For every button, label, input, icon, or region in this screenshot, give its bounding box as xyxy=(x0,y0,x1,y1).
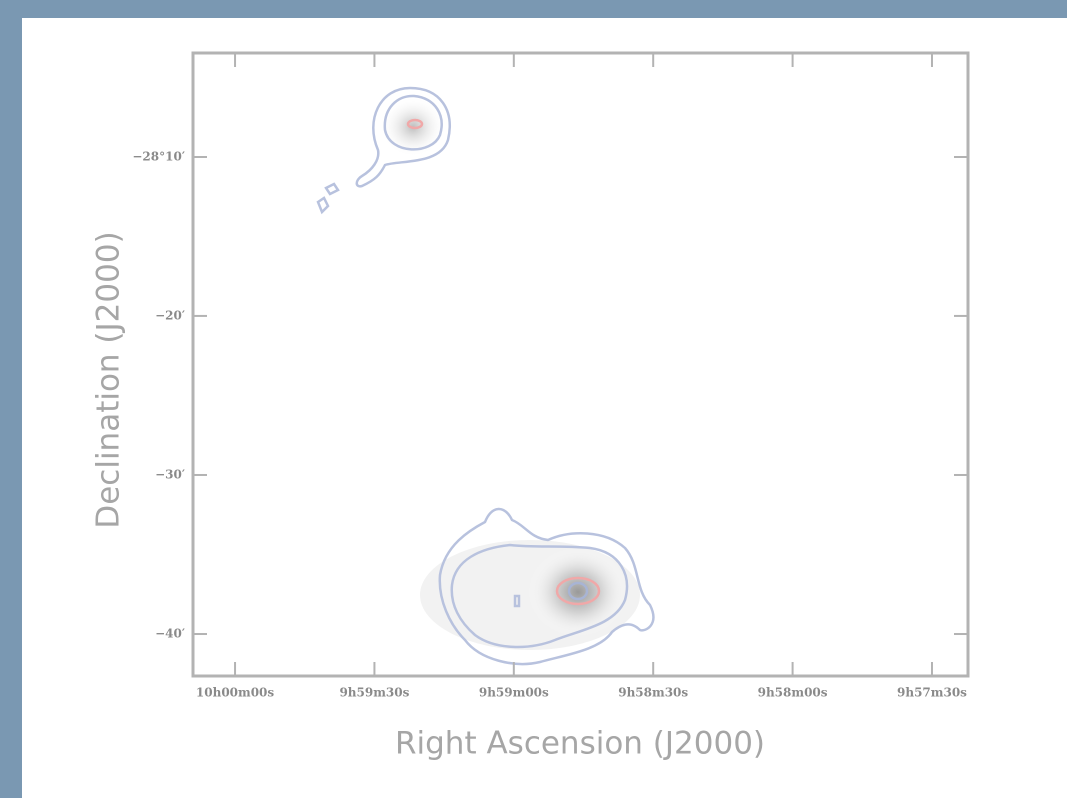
source-glow xyxy=(528,547,628,637)
x-tick-label: 10h00m00s xyxy=(196,686,275,700)
contour xyxy=(318,184,338,212)
x-tick-label: 9h58m00s xyxy=(758,686,828,700)
y-tick-label: −20′ xyxy=(155,308,185,322)
emission xyxy=(381,97,640,650)
x-tick-label: 9h58m30s xyxy=(618,686,688,700)
page: Right Ascension (J2000) Declination (J20… xyxy=(0,0,1067,798)
y-tick-label: −40′ xyxy=(155,627,185,641)
y-tick-label: −30′ xyxy=(155,467,185,481)
x-tick-label: 9h59m00s xyxy=(479,686,549,700)
x-tick-label: 9h59m30s xyxy=(339,686,409,700)
x-tick-label: 9h57m30s xyxy=(897,686,967,700)
red-contours xyxy=(408,120,599,604)
y-tick-label: −28°10′ xyxy=(132,149,185,163)
chart: Right Ascension (J2000) Declination (J20… xyxy=(0,0,1067,798)
x-axis-label: Right Ascension (J2000) xyxy=(395,726,765,762)
y-axis-label: Declination (J2000) xyxy=(91,231,127,528)
